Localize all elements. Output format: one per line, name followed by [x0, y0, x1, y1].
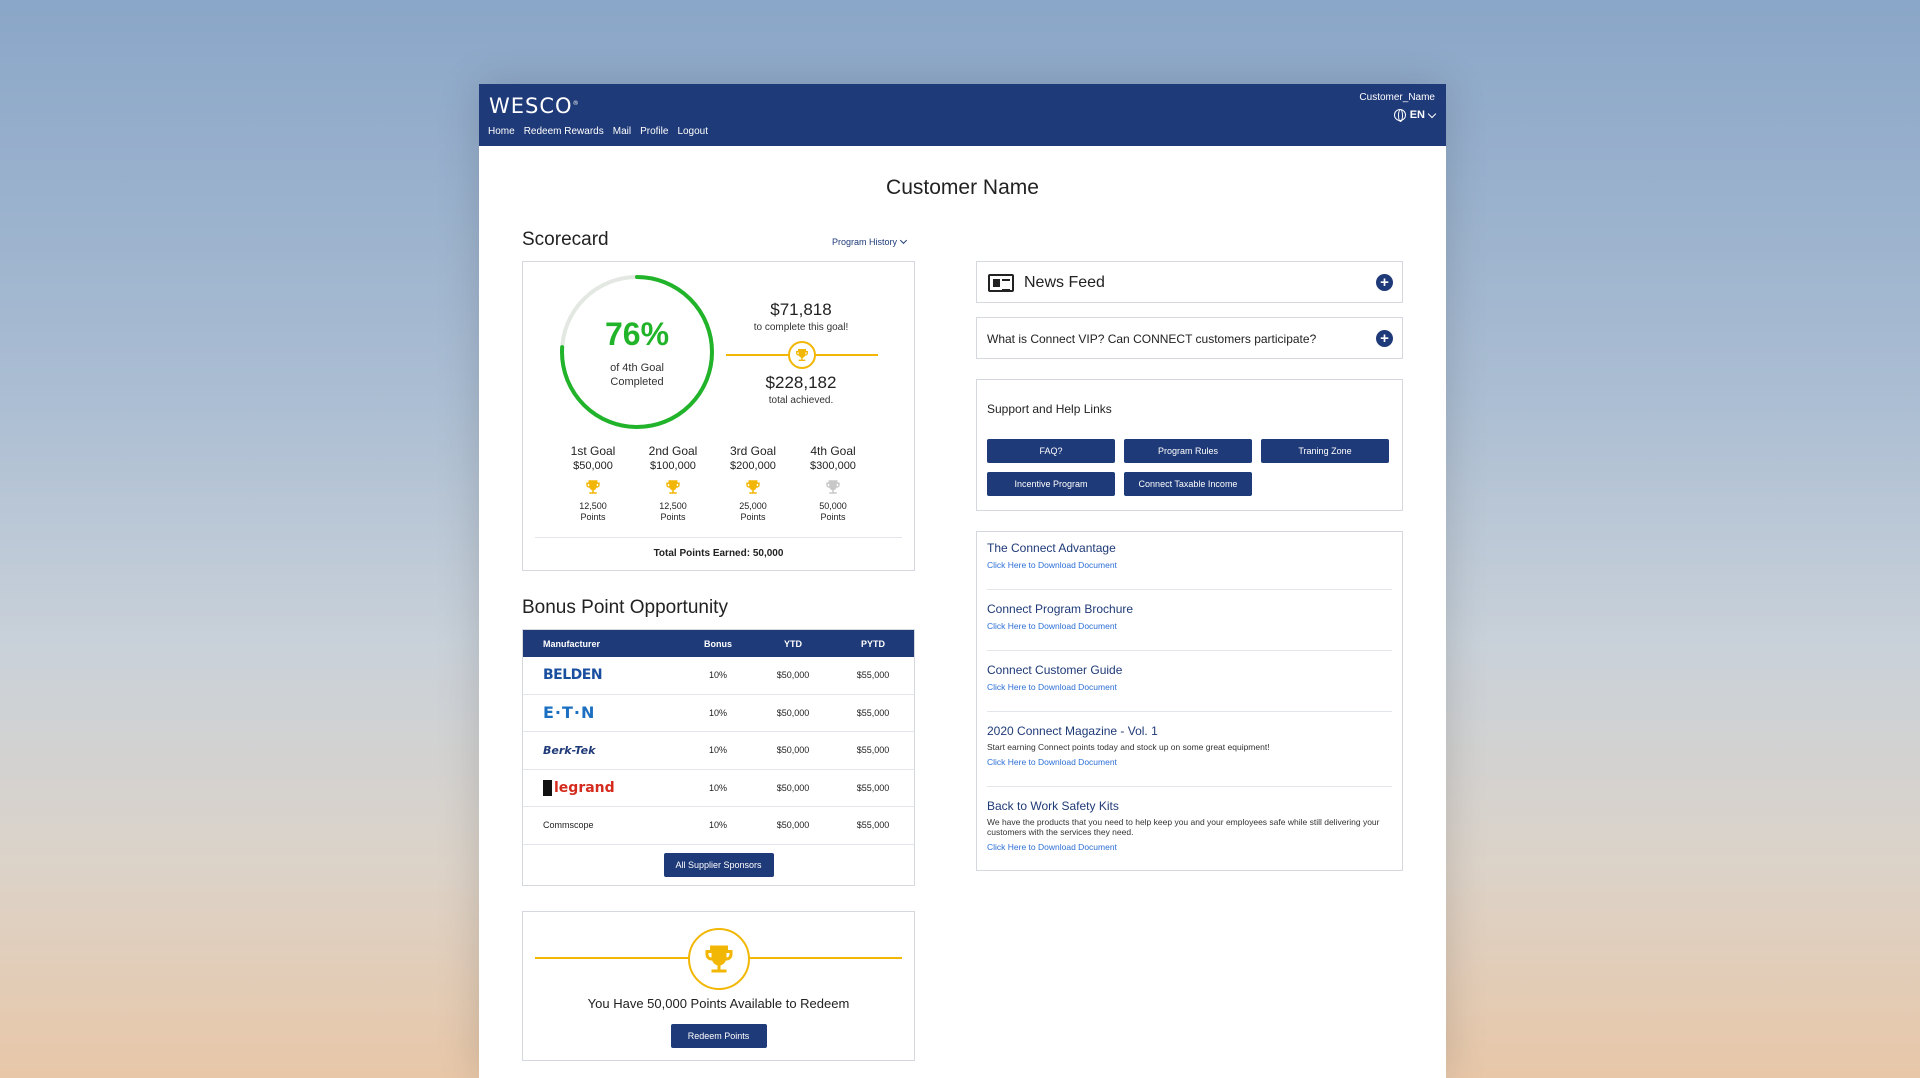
- faq-button[interactable]: FAQ?: [987, 439, 1115, 463]
- legrand-logo: legrand: [543, 779, 683, 796]
- incentive-program-button[interactable]: Incentive Program: [987, 472, 1115, 496]
- all-supplier-sponsors-button[interactable]: All Supplier Sponsors: [663, 852, 774, 877]
- scorecard-title: Scorecard: [522, 229, 609, 250]
- goal-item-1: 1st Goal $50,000 12,500 Points: [570, 444, 616, 522]
- progress-percent: 76%: [604, 316, 670, 352]
- nav-redeem-rewards[interactable]: Redeem Rewards: [523, 126, 604, 137]
- document-item: The Connect Advantage Click Here to Down…: [987, 541, 1392, 570]
- nav-logout[interactable]: Logout: [677, 126, 709, 137]
- download-link[interactable]: Click Here to Download Document: [987, 682, 1117, 692]
- divider: [987, 786, 1392, 787]
- user-name[interactable]: Customer_Name: [1359, 92, 1435, 103]
- goal-item-4: 4th Goal $300,000 50,000 Points: [810, 444, 856, 522]
- trophy-icon: [746, 480, 760, 494]
- expand-plus-icon[interactable]: +: [1376, 274, 1393, 291]
- nav-mail[interactable]: Mail: [612, 126, 632, 137]
- language-selector[interactable]: EN: [1359, 109, 1437, 122]
- user-block: Customer_Name EN: [1359, 92, 1437, 122]
- browser-window: WESCO® Home Redeem Rewards Mail Profile …: [479, 84, 1446, 1078]
- divider: [987, 589, 1392, 590]
- support-links-card: Support and Help Links FAQ? Program Rule…: [976, 379, 1403, 511]
- page-title: Customer Name: [886, 176, 1039, 199]
- language-label: EN: [1409, 109, 1425, 121]
- divider: [987, 711, 1392, 712]
- points-available-text: You Have 50,000 Points Available to Rede…: [587, 996, 850, 1011]
- goal-list: 1st Goal $50,000 12,500 Points 2nd Goal $…: [553, 444, 889, 523]
- connect-taxable-income-button[interactable]: Connect Taxable Income: [1124, 472, 1252, 496]
- achieved-note: total achieved.: [768, 395, 834, 406]
- faq-accordion[interactable]: What is Connect VIP? Can CONNECT custome…: [976, 317, 1403, 359]
- remaining-amount: $71,818: [770, 300, 832, 319]
- newspaper-icon: [988, 274, 1014, 292]
- support-buttons: FAQ? Program Rules Traning Zone Incentiv…: [987, 439, 1395, 496]
- top-navigation-bar: WESCO® Home Redeem Rewards Mail Profile …: [479, 84, 1446, 146]
- expand-plus-icon[interactable]: +: [1376, 330, 1393, 347]
- download-link[interactable]: Click Here to Download Document: [987, 621, 1117, 631]
- table-row: E·T·N 10% $50,000 $55,000: [523, 695, 914, 732]
- achieved-amount: $228,182: [765, 373, 837, 392]
- news-feed-accordion[interactable]: News Feed +: [976, 261, 1403, 303]
- wesco-logo[interactable]: WESCO®: [489, 94, 580, 118]
- divider: [535, 537, 902, 538]
- download-link[interactable]: Click Here to Download Document: [987, 757, 1117, 767]
- table-row: Commscope 10% $50,000 $55,000: [523, 807, 914, 845]
- divider: [987, 650, 1392, 651]
- trophy-icon: [688, 928, 750, 990]
- document-item: Connect Customer Guide Click Here to Dow…: [987, 663, 1392, 692]
- bonus-table: Manufacturer Bonus YTD PYTD BELDEN 10% $…: [522, 629, 915, 886]
- scorecard-card: 76% of 4th Goal Completed $71,818 to com…: [522, 261, 915, 571]
- table-row: Berk-Tek 10% $50,000 $55,000: [523, 732, 914, 770]
- program-rules-button[interactable]: Program Rules: [1124, 439, 1252, 463]
- program-history-label: Program History: [832, 237, 898, 247]
- table-footer: All Supplier Sponsors: [523, 845, 914, 885]
- bonus-title: Bonus Point Opportunity: [522, 597, 728, 618]
- chevron-down-icon: [1427, 109, 1437, 118]
- eaton-logo: E·T·N: [543, 703, 596, 723]
- faq-question: What is Connect VIP? Can CONNECT custome…: [987, 332, 1317, 346]
- trophy-icon: [586, 480, 600, 494]
- goal-item-2: 2nd Goal $100,000 12,500 Points: [648, 444, 698, 522]
- main-nav: Home Redeem Rewards Mail Profile Logout: [488, 126, 708, 137]
- chevron-down-icon: [899, 236, 908, 245]
- total-points-earned: Total Points Earned: 50,000: [653, 548, 784, 559]
- trophy-icon: [788, 341, 816, 369]
- globe-icon: [1393, 109, 1406, 122]
- document-item: 2020 Connect Magazine - Vol. 1 Start ear…: [987, 724, 1392, 767]
- training-zone-button[interactable]: Traning Zone: [1261, 439, 1389, 463]
- remaining-amount-block: $71,818 to complete this goal!: [726, 300, 876, 333]
- download-link[interactable]: Click Here to Download Document: [987, 842, 1117, 852]
- support-title: Support and Help Links: [987, 402, 1112, 416]
- program-history-dropdown[interactable]: Program History: [832, 236, 908, 247]
- nav-profile[interactable]: Profile: [640, 126, 669, 137]
- berktek-logo: Berk-Tek: [543, 743, 596, 757]
- progress-caption: of 4th Goal Completed: [610, 362, 664, 388]
- trophy-icon-inactive: [826, 480, 840, 494]
- nav-home[interactable]: Home: [488, 126, 515, 137]
- remaining-note: to complete this goal!: [753, 322, 849, 333]
- goal-progress-ring: [560, 275, 714, 429]
- document-item: Connect Program Brochure Click Here to D…: [987, 602, 1392, 631]
- news-feed-title: News Feed: [1024, 274, 1105, 291]
- redeem-button-wrap: Redeem Points: [523, 1024, 914, 1048]
- download-link[interactable]: Click Here to Download Document: [987, 560, 1117, 570]
- documents-card: The Connect Advantage Click Here to Down…: [976, 531, 1403, 871]
- redeem-points-button[interactable]: Redeem Points: [670, 1024, 767, 1048]
- document-item: Back to Work Safety Kits We have the pro…: [987, 799, 1392, 852]
- belden-logo: BELDEN: [543, 667, 603, 684]
- redeem-card: You Have 50,000 Points Available to Rede…: [522, 911, 915, 1061]
- progress-text: 76% of 4th Goal Completed: [559, 274, 715, 430]
- table-header: Manufacturer Bonus YTD PYTD: [523, 630, 914, 657]
- trophy-icon: [666, 480, 680, 494]
- goal-item-3: 3rd Goal $200,000 25,000 Points: [729, 444, 777, 522]
- achieved-amount-block: $228,182 total achieved.: [726, 373, 876, 406]
- commscope-name: Commscope: [543, 820, 594, 831]
- table-row: legrand 10% $50,000 $55,000: [523, 770, 914, 807]
- table-row: BELDEN 10% $50,000 $55,000: [523, 657, 914, 695]
